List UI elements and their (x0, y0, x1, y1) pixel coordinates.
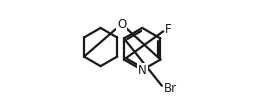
Text: F: F (165, 23, 172, 36)
Text: O: O (117, 18, 126, 30)
Text: N: N (138, 64, 147, 77)
Text: Br: Br (164, 82, 177, 95)
